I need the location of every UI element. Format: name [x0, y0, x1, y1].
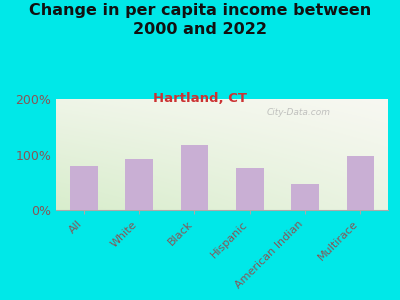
- Bar: [236, 168, 264, 210]
- Text: City-Data.com: City-Data.com: [266, 108, 330, 117]
- Bar: [291, 184, 319, 210]
- Text: Hartland, CT: Hartland, CT: [153, 92, 247, 104]
- Bar: [180, 145, 208, 210]
- Bar: [70, 166, 98, 210]
- Bar: [346, 156, 374, 210]
- Bar: [125, 159, 153, 210]
- Text: Change in per capita income between
2000 and 2022: Change in per capita income between 2000…: [29, 3, 371, 37]
